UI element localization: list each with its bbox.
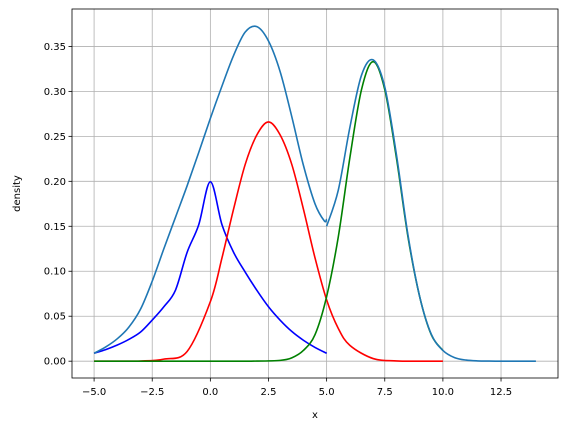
- x-tick-label: −5.0: [82, 387, 106, 398]
- grid: [72, 9, 558, 378]
- y-axis-label: density: [12, 175, 23, 212]
- x-tick-label: −2.5: [140, 387, 164, 398]
- y-tick-label: 0.30: [44, 87, 66, 98]
- x-axis-label: x: [312, 410, 318, 421]
- x-tick-label: 10.0: [432, 387, 454, 398]
- y-tick-label: 0.15: [44, 222, 66, 233]
- x-tick-label: 12.5: [490, 387, 512, 398]
- x-tick-label: 5.0: [319, 387, 335, 398]
- series-line-2: [94, 121, 443, 363]
- x-axis-ticks: −5.0 −2.5 0.0 2.5 5.0 7.5 10.0 12.5: [82, 378, 512, 398]
- series-line-4: [93, 25, 328, 354]
- series-layer: [93, 25, 536, 363]
- x-tick-label: 0.0: [202, 387, 218, 398]
- x-tick-label: 7.5: [377, 387, 393, 398]
- y-tick-label: 0.25: [44, 132, 66, 143]
- x-tick-label: 2.5: [261, 387, 277, 398]
- y-axis-ticks: 0.00 0.05 0.10 0.15 0.20 0.25 0.30 0.35: [44, 42, 72, 368]
- series-line-5: [325, 58, 536, 362]
- series-line-1: [93, 180, 327, 355]
- plot-frame: [71, 8, 559, 379]
- y-tick-label: 0.05: [44, 312, 66, 323]
- y-tick-label: 0.20: [44, 177, 66, 188]
- y-tick-label: 0.35: [44, 42, 66, 53]
- y-tick-label: 0.10: [44, 267, 66, 278]
- y-tick-label: 0.00: [44, 357, 66, 368]
